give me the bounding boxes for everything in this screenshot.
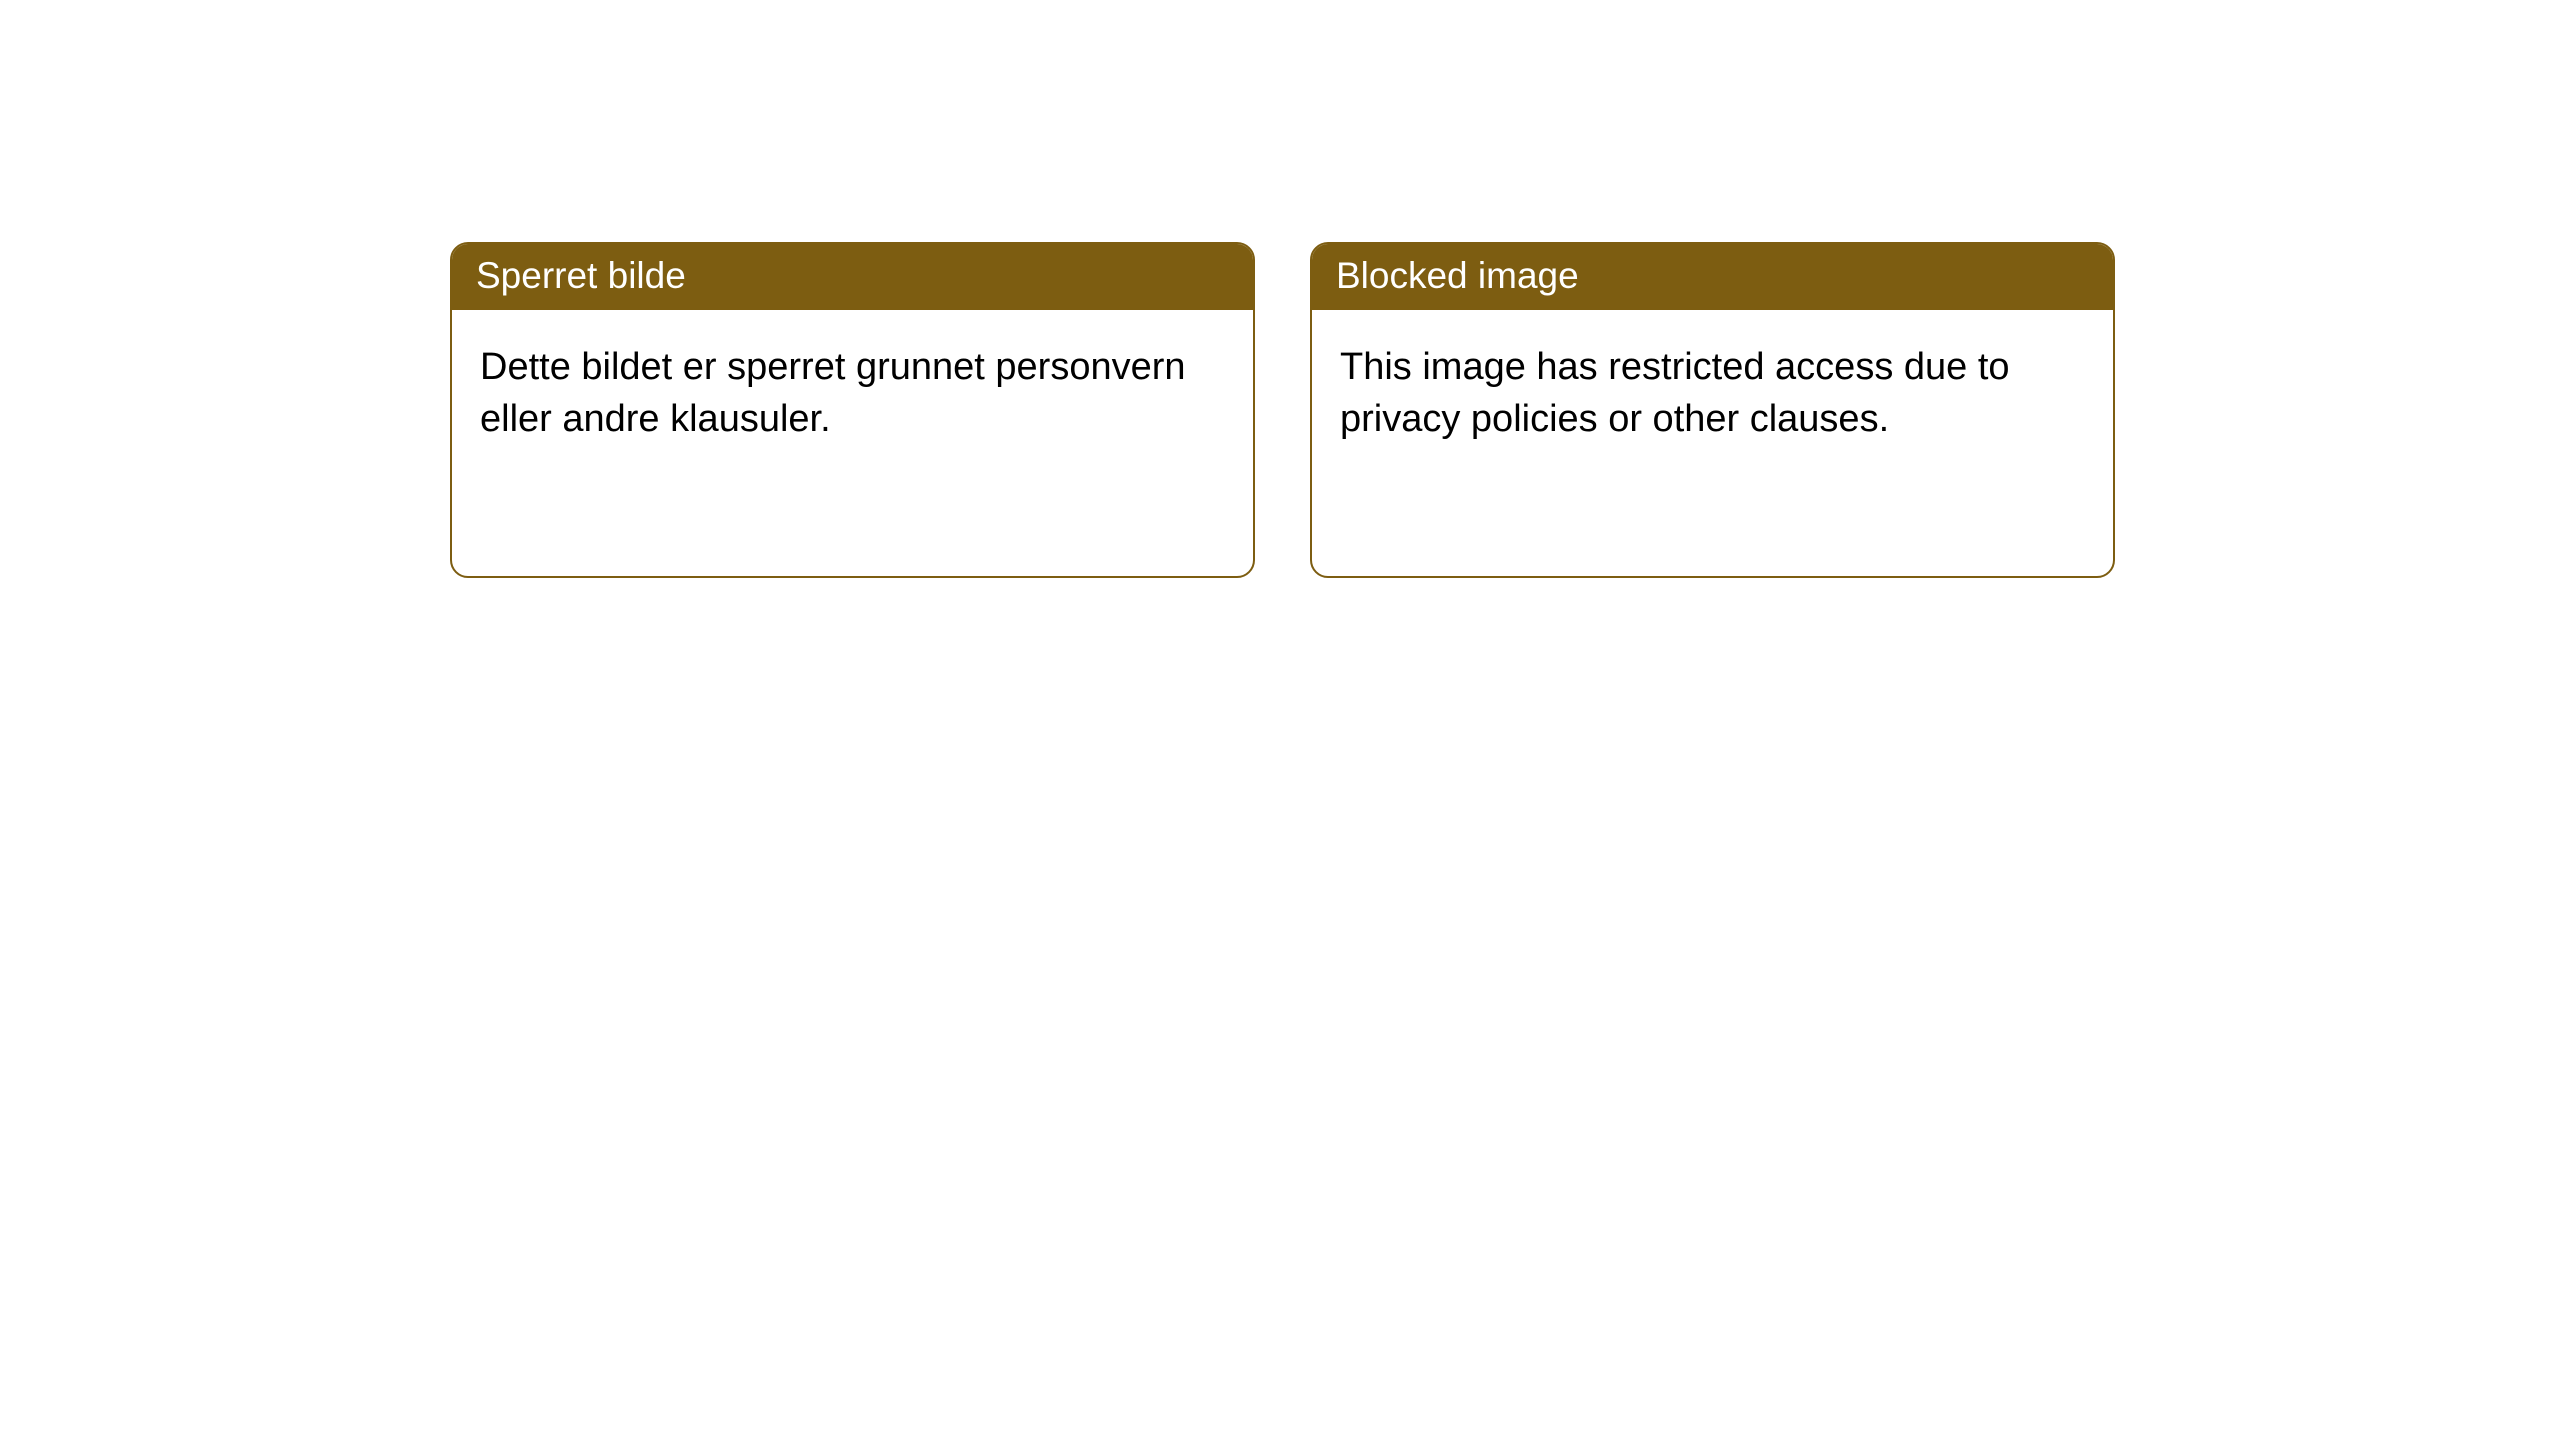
notice-header: Sperret bilde <box>452 244 1253 310</box>
notice-card-norwegian: Sperret bilde Dette bildet er sperret gr… <box>450 242 1255 578</box>
notice-text: This image has restricted access due to … <box>1340 346 2010 439</box>
notice-title: Blocked image <box>1336 255 1579 296</box>
notice-container: Sperret bilde Dette bildet er sperret gr… <box>450 242 2115 578</box>
notice-header: Blocked image <box>1312 244 2113 310</box>
notice-card-english: Blocked image This image has restricted … <box>1310 242 2115 578</box>
notice-body: This image has restricted access due to … <box>1312 310 2113 477</box>
notice-text: Dette bildet er sperret grunnet personve… <box>480 346 1186 439</box>
notice-title: Sperret bilde <box>476 255 686 296</box>
notice-body: Dette bildet er sperret grunnet personve… <box>452 310 1253 477</box>
